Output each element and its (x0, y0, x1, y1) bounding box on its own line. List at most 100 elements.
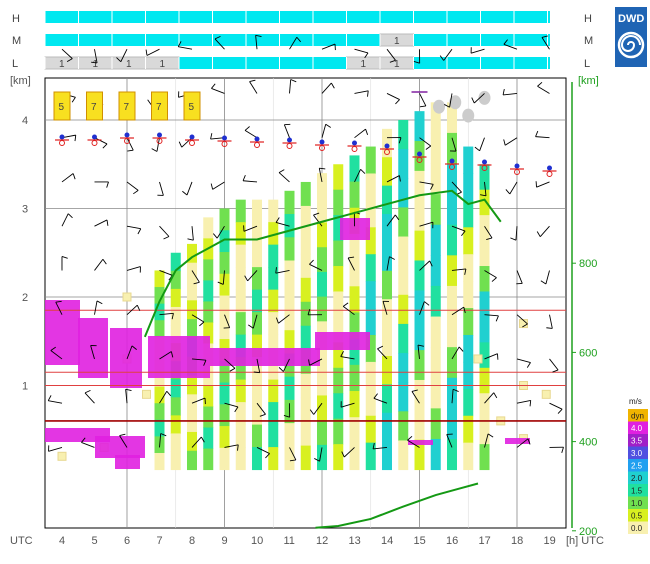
column-segment (430, 347, 441, 379)
wind-barb (156, 137, 160, 152)
wind-barb-flag (389, 256, 395, 260)
column-segment (317, 197, 327, 224)
wind-barb (373, 447, 388, 450)
column-segment (235, 357, 246, 381)
wind-barb (212, 181, 225, 190)
wind-barb (516, 270, 523, 284)
time-tick-label: 11 (284, 535, 295, 547)
column-segment (479, 240, 490, 267)
label-box (53, 91, 71, 121)
column-segment (252, 199, 262, 223)
column-segment (154, 386, 165, 404)
label-box-value: 5 (189, 102, 195, 113)
wind-barb-flag (487, 433, 494, 438)
column-segment (268, 357, 279, 381)
column-segment (284, 260, 295, 285)
time-tick-label: 5 (92, 535, 98, 547)
column-segment (268, 289, 279, 313)
column-segment (235, 424, 246, 448)
wind-barb (484, 353, 498, 360)
wind-barb (289, 37, 298, 50)
column-segment (447, 438, 457, 471)
marker-dot-blue (417, 151, 422, 157)
wind-barb-flag (253, 371, 260, 374)
left-tick-label: 2 (22, 292, 28, 304)
left-tick-label: 1 (22, 381, 28, 393)
column-segment (463, 227, 474, 255)
boundary-layer-line (143, 189, 502, 338)
column-segment (203, 322, 214, 344)
column-segment (252, 289, 262, 313)
time-tick-label: 9 (222, 535, 228, 547)
wind-barb (354, 90, 369, 94)
wind-barb-flag (348, 256, 355, 259)
time-tick-label: 13 (349, 535, 361, 547)
column-segment (317, 247, 327, 273)
logo-text: DWD (618, 13, 644, 25)
column-segment (398, 440, 409, 471)
column-segment (154, 270, 165, 288)
column-segment (268, 402, 279, 426)
wind-barb (419, 221, 434, 227)
wind-barb-flag (529, 400, 532, 407)
column-segment (300, 445, 311, 471)
wind-barb-flag (145, 49, 148, 56)
wind-barb-flag (71, 97, 76, 103)
column-segment (170, 252, 181, 272)
wind-barb (549, 358, 559, 371)
wind-barb-flag (166, 390, 172, 397)
legend-swatch (628, 471, 648, 484)
column-segment (430, 224, 441, 256)
wind-barb-flag (55, 300, 62, 303)
column-segment (398, 149, 409, 179)
column-segment (349, 260, 360, 287)
wind-barb-flag (212, 233, 218, 239)
wind-barb (159, 270, 173, 276)
wind-barb (61, 173, 74, 183)
wind-barb (275, 222, 290, 227)
wind-barb (94, 49, 98, 64)
column-segment (252, 334, 262, 358)
wind-barb (186, 181, 193, 196)
column-segment (235, 312, 246, 336)
wind-barb (451, 268, 466, 271)
column-segment (203, 448, 214, 471)
column-segment (252, 424, 262, 448)
wind-barb-flag (249, 79, 256, 83)
wind-barb-flag (163, 236, 170, 240)
column-segment (479, 393, 490, 420)
column-segment (479, 418, 490, 445)
wind-barb (247, 270, 258, 282)
wind-barb-flag (395, 99, 400, 105)
column-segment (447, 377, 457, 409)
wind-barb (243, 180, 258, 183)
wind-barb-flag (102, 258, 107, 265)
column-segment (284, 283, 295, 308)
wind-barb-flag (61, 256, 68, 259)
column-segment (382, 384, 392, 414)
wind-barb (278, 172, 290, 183)
marker-dot-blue (189, 134, 195, 140)
wind-barb-flag (244, 126, 250, 131)
wind-barb-flag (411, 389, 418, 392)
marker-dot-blue (92, 134, 97, 140)
wind-barb (159, 351, 172, 360)
wind-barb-flag (72, 173, 76, 180)
wind-barb-flag (278, 169, 285, 173)
wind-barb-flag (127, 149, 134, 152)
wind-barb-flag (510, 237, 517, 241)
column-segment (235, 222, 246, 246)
column-segment (317, 370, 327, 396)
wind-barb (126, 345, 133, 360)
wind-barb-flag (505, 189, 511, 195)
wind-barb (216, 225, 225, 239)
wind-barb-flag (557, 408, 563, 414)
column-segment (382, 441, 392, 471)
wind-barb-flag (242, 175, 246, 181)
column-segment (187, 319, 197, 339)
wind-barb (321, 43, 336, 50)
column-segment (317, 395, 327, 421)
wind-barb-flag (234, 406, 239, 413)
column-segment (203, 259, 214, 281)
wind-barb (451, 137, 457, 152)
